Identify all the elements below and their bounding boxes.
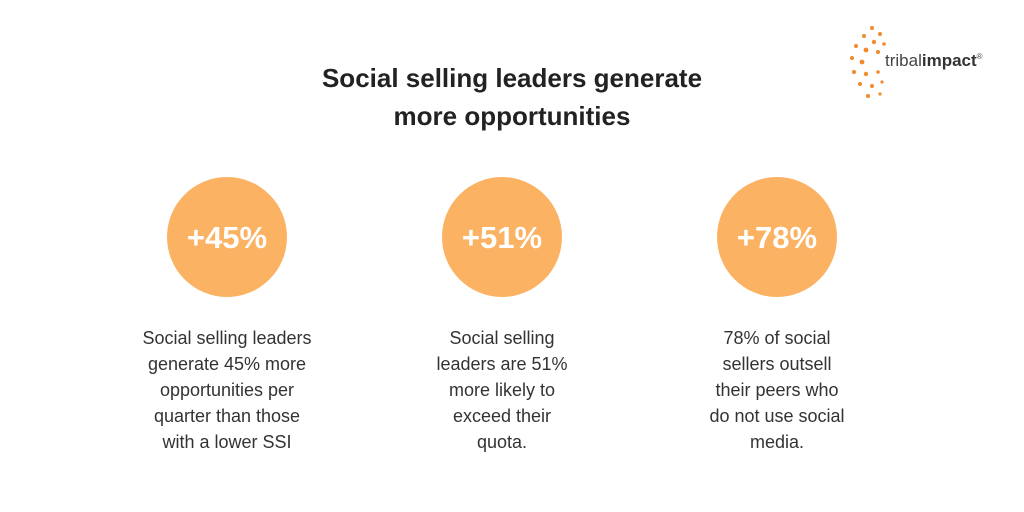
stat-description: opportunities per: [160, 380, 294, 400]
logo-word: impact: [922, 51, 977, 70]
logo-dot: [878, 32, 882, 36]
logo-dot: [876, 70, 880, 74]
logo-dot: [863, 71, 869, 77]
logo-dot: [882, 42, 886, 46]
stat-description: exceed their: [453, 406, 551, 426]
stat-circle: [442, 177, 562, 297]
stat-description: quota.: [477, 432, 527, 452]
title: Social selling leaders generate: [322, 63, 702, 93]
logo-dot: [862, 34, 866, 38]
stat-description: Social selling leaders: [142, 328, 311, 348]
logo-dot: [880, 80, 884, 84]
stat-description: Social selling: [449, 328, 554, 348]
stat-circle: [167, 177, 287, 297]
logo-dot: [866, 94, 870, 98]
logo-dot: [850, 56, 854, 60]
stat-description: with a lower SSI: [161, 432, 291, 452]
stat-description: generate 45% more: [148, 354, 306, 374]
title: more opportunities: [394, 101, 631, 131]
logo-mark: ®: [977, 52, 983, 61]
logo-dot: [859, 59, 865, 65]
stat-description: more likely to: [449, 380, 555, 400]
stat-description: leaders are 51%: [436, 354, 567, 374]
stat-description: media.: [750, 432, 804, 452]
stat-circle: [717, 177, 837, 297]
logo-dot: [852, 70, 856, 74]
stat-value: +45%: [187, 220, 267, 255]
logo-dot: [870, 84, 874, 88]
stat-description: their peers who: [715, 380, 838, 400]
stat-description: quarter than those: [154, 406, 300, 426]
stat-value: +51%: [462, 220, 542, 255]
logo-dot: [854, 44, 858, 48]
logo-dot: [858, 82, 862, 86]
stat-description: do not use social: [709, 406, 844, 426]
stat-description: 78% of social: [723, 328, 830, 348]
logo-dot: [878, 92, 882, 96]
logo-dot: [870, 26, 874, 30]
logo-dot: [871, 39, 877, 45]
logo-dot: [863, 47, 869, 53]
logo-word: tribal: [885, 51, 922, 70]
stat-description: sellers outsell: [722, 354, 831, 374]
logo-dots: [850, 26, 886, 98]
stat-value: +78%: [737, 220, 817, 255]
logo-dot: [876, 50, 880, 54]
logo-text: tribalimpact®: [885, 51, 983, 70]
